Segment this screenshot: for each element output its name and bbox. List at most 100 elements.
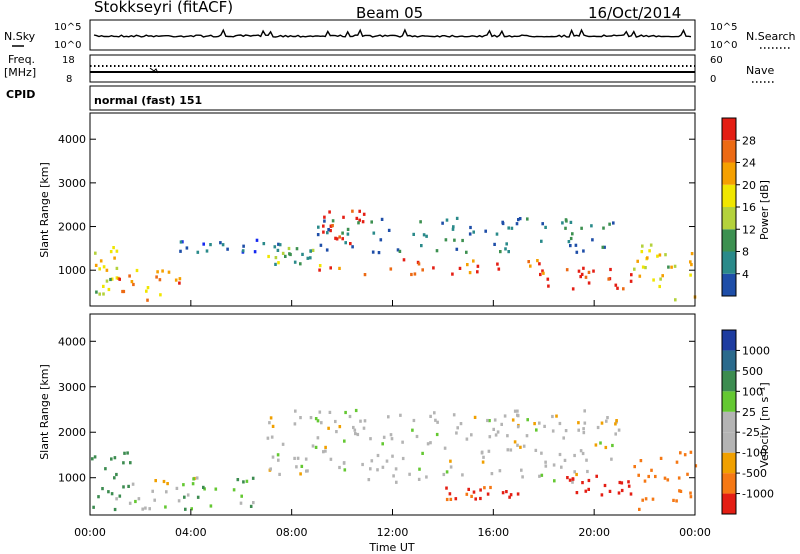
echo-cell (277, 261, 280, 265)
echo-cell (526, 217, 529, 221)
echo-cell (151, 489, 154, 493)
echo-cell (599, 441, 602, 445)
echo-cell (242, 244, 245, 248)
echo-cell (99, 259, 103, 263)
echo-cell (609, 267, 612, 272)
echo-cell (650, 468, 653, 472)
echo-cell (629, 279, 633, 283)
echo-cell (445, 497, 449, 502)
x-tick-label: 20:00 (578, 526, 610, 539)
echo-cell (614, 422, 617, 426)
y-tick-label: 3000 (58, 381, 86, 394)
echo-cell (594, 443, 598, 447)
echo-cell (102, 292, 105, 296)
echo-cell (412, 232, 415, 236)
echo-cell (348, 414, 352, 419)
echo-cell (454, 497, 458, 501)
echo-cell (552, 463, 556, 467)
x-tick-label: 00:00 (74, 526, 106, 539)
echo-cell (472, 490, 476, 494)
echo-cell (482, 455, 485, 459)
echo-cell (118, 494, 122, 498)
echo-cell (334, 419, 337, 424)
echo-cell (646, 256, 649, 260)
echo-cell (513, 409, 517, 413)
echo-cell (444, 238, 448, 242)
echo-cell (309, 256, 312, 260)
echo-cell (376, 453, 380, 458)
echo-cell (544, 460, 547, 464)
echo-cell (274, 262, 277, 266)
echo-cell (627, 484, 631, 488)
echo-cell (451, 272, 454, 276)
echo-cell (605, 419, 608, 423)
echo-cell (179, 249, 182, 253)
echo-cell (563, 458, 567, 462)
echo-cell (571, 480, 574, 484)
echo-cell (381, 465, 385, 469)
echo-cell (643, 479, 647, 483)
echo-cell (329, 229, 332, 233)
echo-cell (127, 484, 130, 488)
echo-cell (522, 444, 526, 448)
echo-cell (470, 433, 473, 437)
colorbar-tick-label: 25 (742, 406, 756, 419)
echo-cell (107, 490, 110, 494)
echo-cell (376, 468, 379, 472)
x-tick-label: 00:00 (679, 526, 711, 539)
echo-cell (453, 238, 456, 242)
echo-cell (134, 499, 137, 504)
echo-cell (551, 429, 555, 433)
colorbar-segment (722, 411, 736, 433)
echo-cell (284, 254, 287, 258)
echo-cell (585, 458, 588, 462)
echo-cell (329, 266, 332, 270)
echo-cell (425, 234, 428, 238)
echo-cell (590, 224, 593, 228)
power-panel-frame (89, 112, 696, 307)
echo-cell (351, 209, 354, 213)
echo-cell (575, 472, 578, 477)
echo-cell (354, 432, 357, 436)
freq-left-tick-high: 18 (62, 55, 75, 66)
echo-cell (683, 453, 687, 457)
echo-cell (109, 250, 113, 254)
echo-cell (205, 249, 209, 253)
echo-cell (455, 216, 459, 220)
echo-cell (586, 469, 589, 474)
y-tick-label: 1000 (58, 472, 86, 485)
echo-cell (516, 492, 520, 496)
echo-cell (353, 428, 357, 432)
echo-cell (262, 242, 266, 246)
echo-cell (452, 225, 455, 229)
echo-cell (415, 434, 419, 439)
echo-cell (202, 242, 205, 246)
echo-cell (587, 487, 590, 491)
echo-cell (504, 247, 507, 251)
echo-cell (146, 298, 149, 302)
echo-cell (266, 436, 270, 440)
echo-cell (630, 273, 633, 277)
echo-cell (564, 429, 568, 433)
noise-left-tick-high: 10^5 (54, 22, 81, 33)
echo-cell (449, 465, 453, 469)
echo-cell (435, 432, 439, 437)
echo-cell (381, 442, 384, 446)
echo-cell (449, 459, 452, 463)
echo-cell (489, 485, 492, 490)
echo-cell (433, 411, 436, 415)
echo-cell (674, 298, 677, 302)
echo-cell (158, 278, 162, 282)
echo-cell (192, 477, 195, 481)
echo-cell (689, 273, 692, 277)
echo-cell (555, 414, 558, 418)
echo-cell (509, 448, 513, 452)
echo-cell (367, 478, 371, 482)
echo-cell (496, 262, 499, 266)
echo-cell (543, 424, 546, 428)
echo-cell (495, 232, 499, 236)
echo-cell (164, 505, 167, 509)
echo-cell (486, 492, 490, 496)
echo-cell (507, 226, 510, 230)
echo-cell (418, 467, 421, 471)
